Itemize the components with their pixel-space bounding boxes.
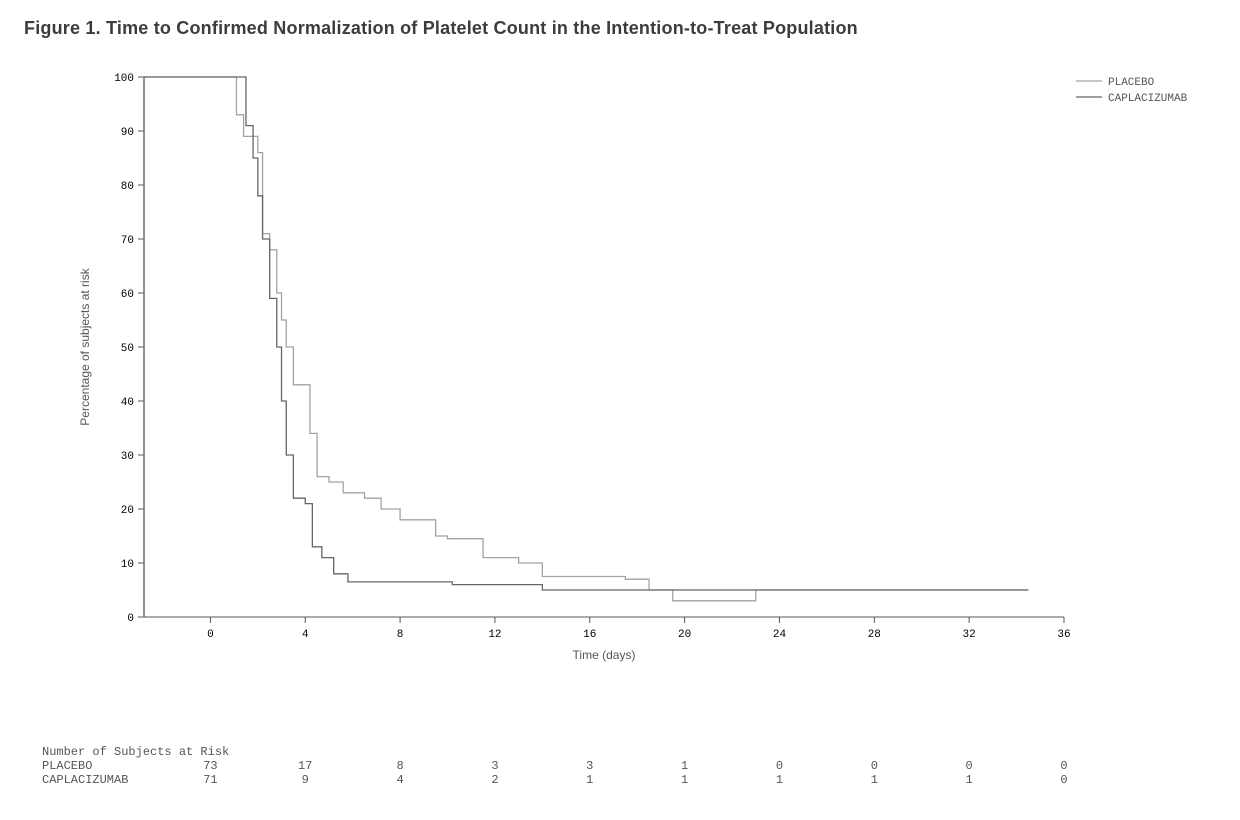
svg-text:30: 30 (121, 451, 134, 463)
x-axis-label: Time (days) (573, 648, 636, 662)
risk-cell: 4 (396, 774, 403, 788)
risk-row-label: PLACEBO (42, 760, 92, 774)
svg-text:60: 60 (121, 289, 134, 301)
risk-cell: 0 (1060, 760, 1067, 774)
svg-text:10: 10 (121, 559, 134, 571)
series-caplacizumab (144, 77, 1028, 617)
svg-text:20: 20 (678, 629, 691, 641)
svg-text:8: 8 (397, 629, 404, 641)
risk-cell: 73 (203, 760, 217, 774)
chart-container: 0 10 20 30 40 50 60 70 80 90 100 0 4 8 12 16 20 24 28 32 36 T… (34, 67, 1194, 707)
svg-text:24: 24 (773, 629, 787, 641)
svg-text:50: 50 (121, 343, 134, 355)
risk-cell: 3 (586, 760, 593, 774)
risk-cell: 9 (302, 774, 309, 788)
risk-table-row: PLACEBO731783310000 (24, 760, 229, 774)
svg-text:0: 0 (127, 613, 134, 625)
risk-cell: 1 (681, 760, 688, 774)
legend-item: CAPLACIZUMAB (1108, 93, 1188, 105)
svg-text:100: 100 (114, 73, 134, 85)
svg-text:80: 80 (121, 181, 134, 193)
svg-text:0: 0 (207, 629, 214, 641)
risk-table-header: Number of Subjects at Risk (42, 746, 229, 760)
risk-cell: 71 (203, 774, 217, 788)
y-axis-label: Percentage of subjects at risk (78, 267, 92, 425)
svg-text:36: 36 (1057, 629, 1070, 641)
risk-cell: 17 (298, 760, 312, 774)
risk-table: Number of Subjects at RiskPLACEBO7317833… (24, 746, 229, 788)
risk-cell: 0 (871, 760, 878, 774)
svg-text:28: 28 (868, 629, 881, 641)
risk-cell: 3 (491, 760, 498, 774)
risk-cell: 1 (776, 774, 783, 788)
figure-title: Figure 1. Time to Confirmed Normalizatio… (24, 18, 1216, 39)
svg-text:16: 16 (583, 629, 596, 641)
risk-cell: 1 (681, 774, 688, 788)
risk-cell: 0 (1060, 774, 1067, 788)
chart-svg: 0 10 20 30 40 50 60 70 80 90 100 0 4 8 12 16 20 24 28 32 36 T… (34, 67, 1194, 707)
risk-row-label: CAPLACIZUMAB (42, 774, 128, 788)
svg-text:90: 90 (121, 127, 134, 139)
risk-table-row: CAPLACIZUMAB71942111110 (24, 774, 229, 788)
svg-text:12: 12 (488, 629, 501, 641)
risk-cell: 2 (491, 774, 498, 788)
svg-text:70: 70 (121, 235, 134, 247)
risk-cell: 0 (776, 760, 783, 774)
risk-cell: 8 (396, 760, 403, 774)
svg-text:32: 32 (963, 629, 976, 641)
svg-text:40: 40 (121, 397, 134, 409)
risk-cell: 1 (966, 774, 973, 788)
risk-cell: 1 (586, 774, 593, 788)
svg-text:20: 20 (121, 505, 134, 517)
risk-cell: 0 (966, 760, 973, 774)
legend-item: PLACEBO (1108, 77, 1155, 89)
risk-cell: 1 (871, 774, 878, 788)
svg-text:4: 4 (302, 629, 309, 641)
